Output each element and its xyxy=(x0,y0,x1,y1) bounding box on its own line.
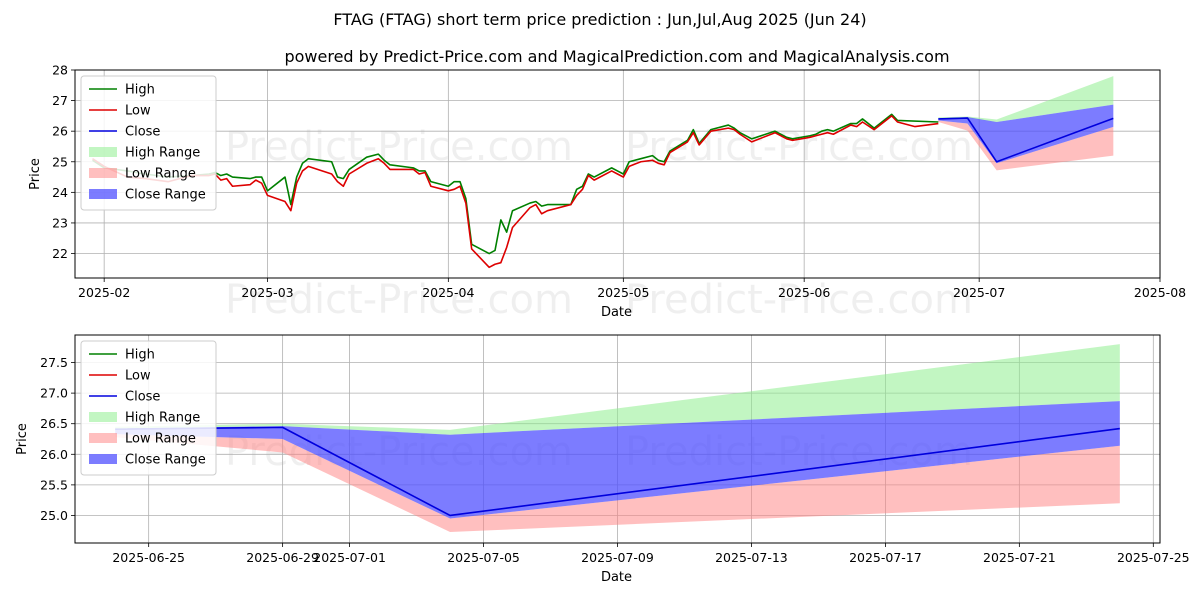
y-tick-label: 22 xyxy=(52,246,68,261)
watermark-text: Predict-Price.com xyxy=(625,277,973,323)
low-range-band xyxy=(938,120,1114,171)
legend-swatch-high-range xyxy=(89,412,117,422)
y-tick-label: 24 xyxy=(52,185,68,200)
plot-area xyxy=(92,76,1114,269)
y-axis-label: Price xyxy=(15,423,30,455)
legend-label: Low Range xyxy=(125,432,196,447)
x-tick-label: 2025-07-17 xyxy=(849,550,922,565)
x-tick-label: 2025-07-09 xyxy=(581,550,654,565)
top-chart-panel: Predict-Price.com Predict-Price.com Predic… xyxy=(28,63,1186,324)
legend-swatch-close-range xyxy=(89,454,117,464)
legend-label: Close xyxy=(125,390,160,405)
bottom-chart-panel: Predict-Price.comPredict-Price.com2025-0… xyxy=(15,334,1190,585)
x-axis-label: Date xyxy=(601,570,632,585)
y-tick-label: 26 xyxy=(52,124,68,139)
y-tick-label: 27.0 xyxy=(40,386,68,401)
axes-frame xyxy=(74,69,1161,279)
close-series-line xyxy=(938,117,1114,163)
x-tick-label: 2025-05 xyxy=(597,285,649,300)
watermark-text: Predict-Price.com xyxy=(625,124,973,170)
watermark-text: Predict-Price.com xyxy=(225,277,573,323)
legend-label: High Range xyxy=(125,411,200,426)
y-tick-label: 25.5 xyxy=(40,477,68,492)
x-tick-label: 2025-03 xyxy=(241,285,293,300)
high-series-line xyxy=(92,113,939,255)
legend-label: Close xyxy=(125,125,160,140)
legend-swatch-close-range xyxy=(89,189,117,199)
x-tick-label: 2025-07-13 xyxy=(715,550,788,565)
close-range-band xyxy=(115,401,1120,519)
y-tick-label: 28 xyxy=(52,63,68,78)
legend-label: Close Range xyxy=(125,188,206,203)
y-tick-label: 25.0 xyxy=(40,508,68,523)
legend-label: Low xyxy=(125,104,151,119)
legend-swatch-high-range xyxy=(89,147,117,157)
legend-label: Close Range xyxy=(125,453,206,468)
y-axis-label: Price xyxy=(28,158,43,190)
x-tick-label: 2025-04 xyxy=(422,285,474,300)
x-tick-label: 2025-07 xyxy=(953,285,1005,300)
x-tick-label: 2025-07-01 xyxy=(313,550,386,565)
high-range-band xyxy=(938,76,1114,122)
legend-label: Low Range xyxy=(125,167,196,182)
x-tick-label: 2025-07-25 xyxy=(1117,550,1190,565)
y-tick-label: 26.5 xyxy=(40,416,68,431)
x-tick-label: 2025-07-05 xyxy=(447,550,520,565)
y-tick-label: 25 xyxy=(52,154,68,169)
x-tick-label: 2025-02 xyxy=(78,285,130,300)
y-tick-label: 26.0 xyxy=(40,447,68,462)
x-tick-label: 2025-08 xyxy=(1134,285,1186,300)
x-tick-label: 2025-06 xyxy=(778,285,830,300)
high-range-band xyxy=(115,344,1120,435)
legend-label: Low xyxy=(125,369,151,384)
legend-swatch-low-range xyxy=(89,433,117,443)
y-tick-label: 23 xyxy=(52,215,68,230)
chart-subtitle: powered by Predict-Price.com and Magical… xyxy=(284,47,949,66)
axes-frame xyxy=(74,334,1161,544)
low-series-line xyxy=(92,115,939,269)
legend-swatch-low-range xyxy=(89,168,117,178)
legend-label: High xyxy=(125,83,155,98)
low-range-band xyxy=(115,434,1120,532)
x-tick-label: 2025-06-25 xyxy=(112,550,185,565)
x-tick-label: 2025-07-21 xyxy=(983,550,1056,565)
chart-title: FTAG (FTAG) short term price prediction … xyxy=(333,10,866,29)
legend-label: High xyxy=(125,348,155,363)
y-tick-label: 27 xyxy=(52,93,68,108)
watermark-text: Predict-Price.com xyxy=(225,124,573,170)
close-range-band xyxy=(938,104,1114,164)
x-axis-label: Date xyxy=(601,305,632,320)
x-tick-label: 2025-06-29 xyxy=(246,550,319,565)
legend-label: High Range xyxy=(125,146,200,161)
y-tick-label: 27.5 xyxy=(40,355,68,370)
